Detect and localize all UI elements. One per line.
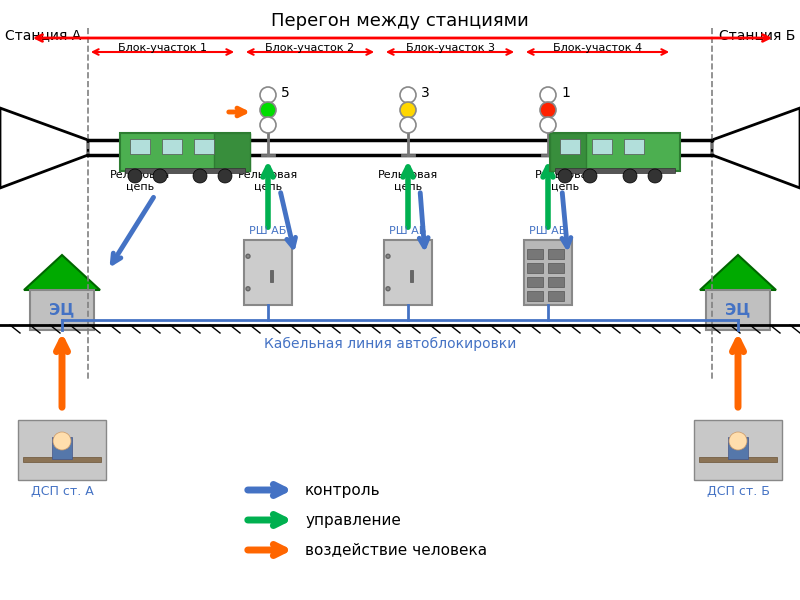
Polygon shape	[700, 255, 776, 290]
Bar	[52, 437, 72, 459]
Circle shape	[540, 102, 556, 118]
Bar	[410, 270, 414, 282]
Bar	[384, 240, 432, 305]
Text: ДСП ст. Б: ДСП ст. Б	[706, 485, 770, 498]
Bar	[194, 139, 214, 154]
Bar	[130, 139, 150, 154]
Polygon shape	[712, 108, 800, 188]
Circle shape	[153, 169, 167, 183]
Circle shape	[218, 169, 232, 183]
Text: воздействие человека: воздействие человека	[305, 542, 487, 557]
Circle shape	[53, 432, 71, 450]
Circle shape	[540, 87, 556, 103]
Bar	[524, 240, 572, 305]
Circle shape	[558, 169, 572, 183]
Circle shape	[260, 102, 276, 118]
Circle shape	[729, 432, 747, 450]
Text: ЭЦ: ЭЦ	[726, 302, 750, 317]
Text: контроль: контроль	[305, 482, 381, 497]
Text: Блок-участок 2: Блок-участок 2	[266, 43, 354, 53]
Text: Рельсовая
цепь: Рельсовая цепь	[378, 170, 438, 191]
Bar	[592, 139, 612, 154]
Circle shape	[623, 169, 637, 183]
Text: Блок-участок 4: Блок-участок 4	[553, 43, 642, 53]
Circle shape	[246, 254, 250, 258]
Bar	[527, 249, 543, 259]
Text: 3: 3	[421, 86, 430, 100]
Bar	[527, 291, 543, 301]
Text: управление: управление	[305, 512, 401, 527]
Circle shape	[400, 102, 416, 118]
Circle shape	[260, 87, 276, 103]
Text: РШ АБ: РШ АБ	[530, 226, 566, 236]
Bar	[125, 168, 245, 173]
Bar	[555, 168, 675, 173]
Text: Блок-участок 3: Блок-участок 3	[406, 43, 494, 53]
Circle shape	[260, 117, 276, 133]
Bar	[120, 133, 250, 171]
Text: Станция Б: Станция Б	[718, 28, 795, 42]
Text: РШ АБ: РШ АБ	[390, 226, 426, 236]
Text: 5: 5	[281, 86, 290, 100]
Text: Рельсовая
цепь: Рельсовая цепь	[535, 170, 595, 191]
Circle shape	[648, 169, 662, 183]
Bar	[699, 457, 777, 462]
Polygon shape	[0, 108, 88, 188]
Text: ДСП ст. А: ДСП ст. А	[30, 485, 94, 498]
Bar	[548, 291, 564, 301]
Circle shape	[540, 117, 556, 133]
Circle shape	[400, 117, 416, 133]
Circle shape	[583, 169, 597, 183]
Bar	[548, 249, 564, 259]
Text: Перегон между станциями: Перегон между станциями	[271, 12, 529, 30]
Bar	[244, 240, 292, 305]
Text: Кабельная линия автоблокировки: Кабельная линия автоблокировки	[264, 337, 516, 351]
Text: РШ АБ: РШ АБ	[250, 226, 286, 236]
Bar	[624, 139, 644, 154]
Circle shape	[246, 287, 250, 291]
Bar	[23, 457, 101, 462]
Bar	[550, 133, 680, 171]
Text: Рельсовая
цепь: Рельсовая цепь	[110, 170, 170, 191]
Bar	[527, 277, 543, 287]
Bar	[214, 133, 250, 171]
Polygon shape	[24, 255, 100, 290]
Bar	[706, 290, 770, 330]
Text: ЭЦ: ЭЦ	[50, 302, 74, 317]
Text: Станция А: Станция А	[5, 28, 82, 42]
Bar	[728, 437, 748, 459]
Text: Блок-участок 1: Блок-участок 1	[118, 43, 207, 53]
Circle shape	[386, 287, 390, 291]
Bar	[548, 263, 564, 273]
Bar	[550, 133, 586, 171]
Bar	[162, 139, 182, 154]
Circle shape	[193, 169, 207, 183]
Text: 1: 1	[561, 86, 570, 100]
Circle shape	[128, 169, 142, 183]
Bar	[694, 420, 782, 480]
Text: Рельсовая
цепь: Рельсовая цепь	[238, 170, 298, 191]
Circle shape	[386, 254, 390, 258]
Bar	[270, 270, 274, 282]
Bar	[527, 263, 543, 273]
Bar	[18, 420, 106, 480]
Bar	[30, 290, 94, 330]
Circle shape	[400, 87, 416, 103]
Bar	[548, 277, 564, 287]
Bar	[560, 139, 580, 154]
